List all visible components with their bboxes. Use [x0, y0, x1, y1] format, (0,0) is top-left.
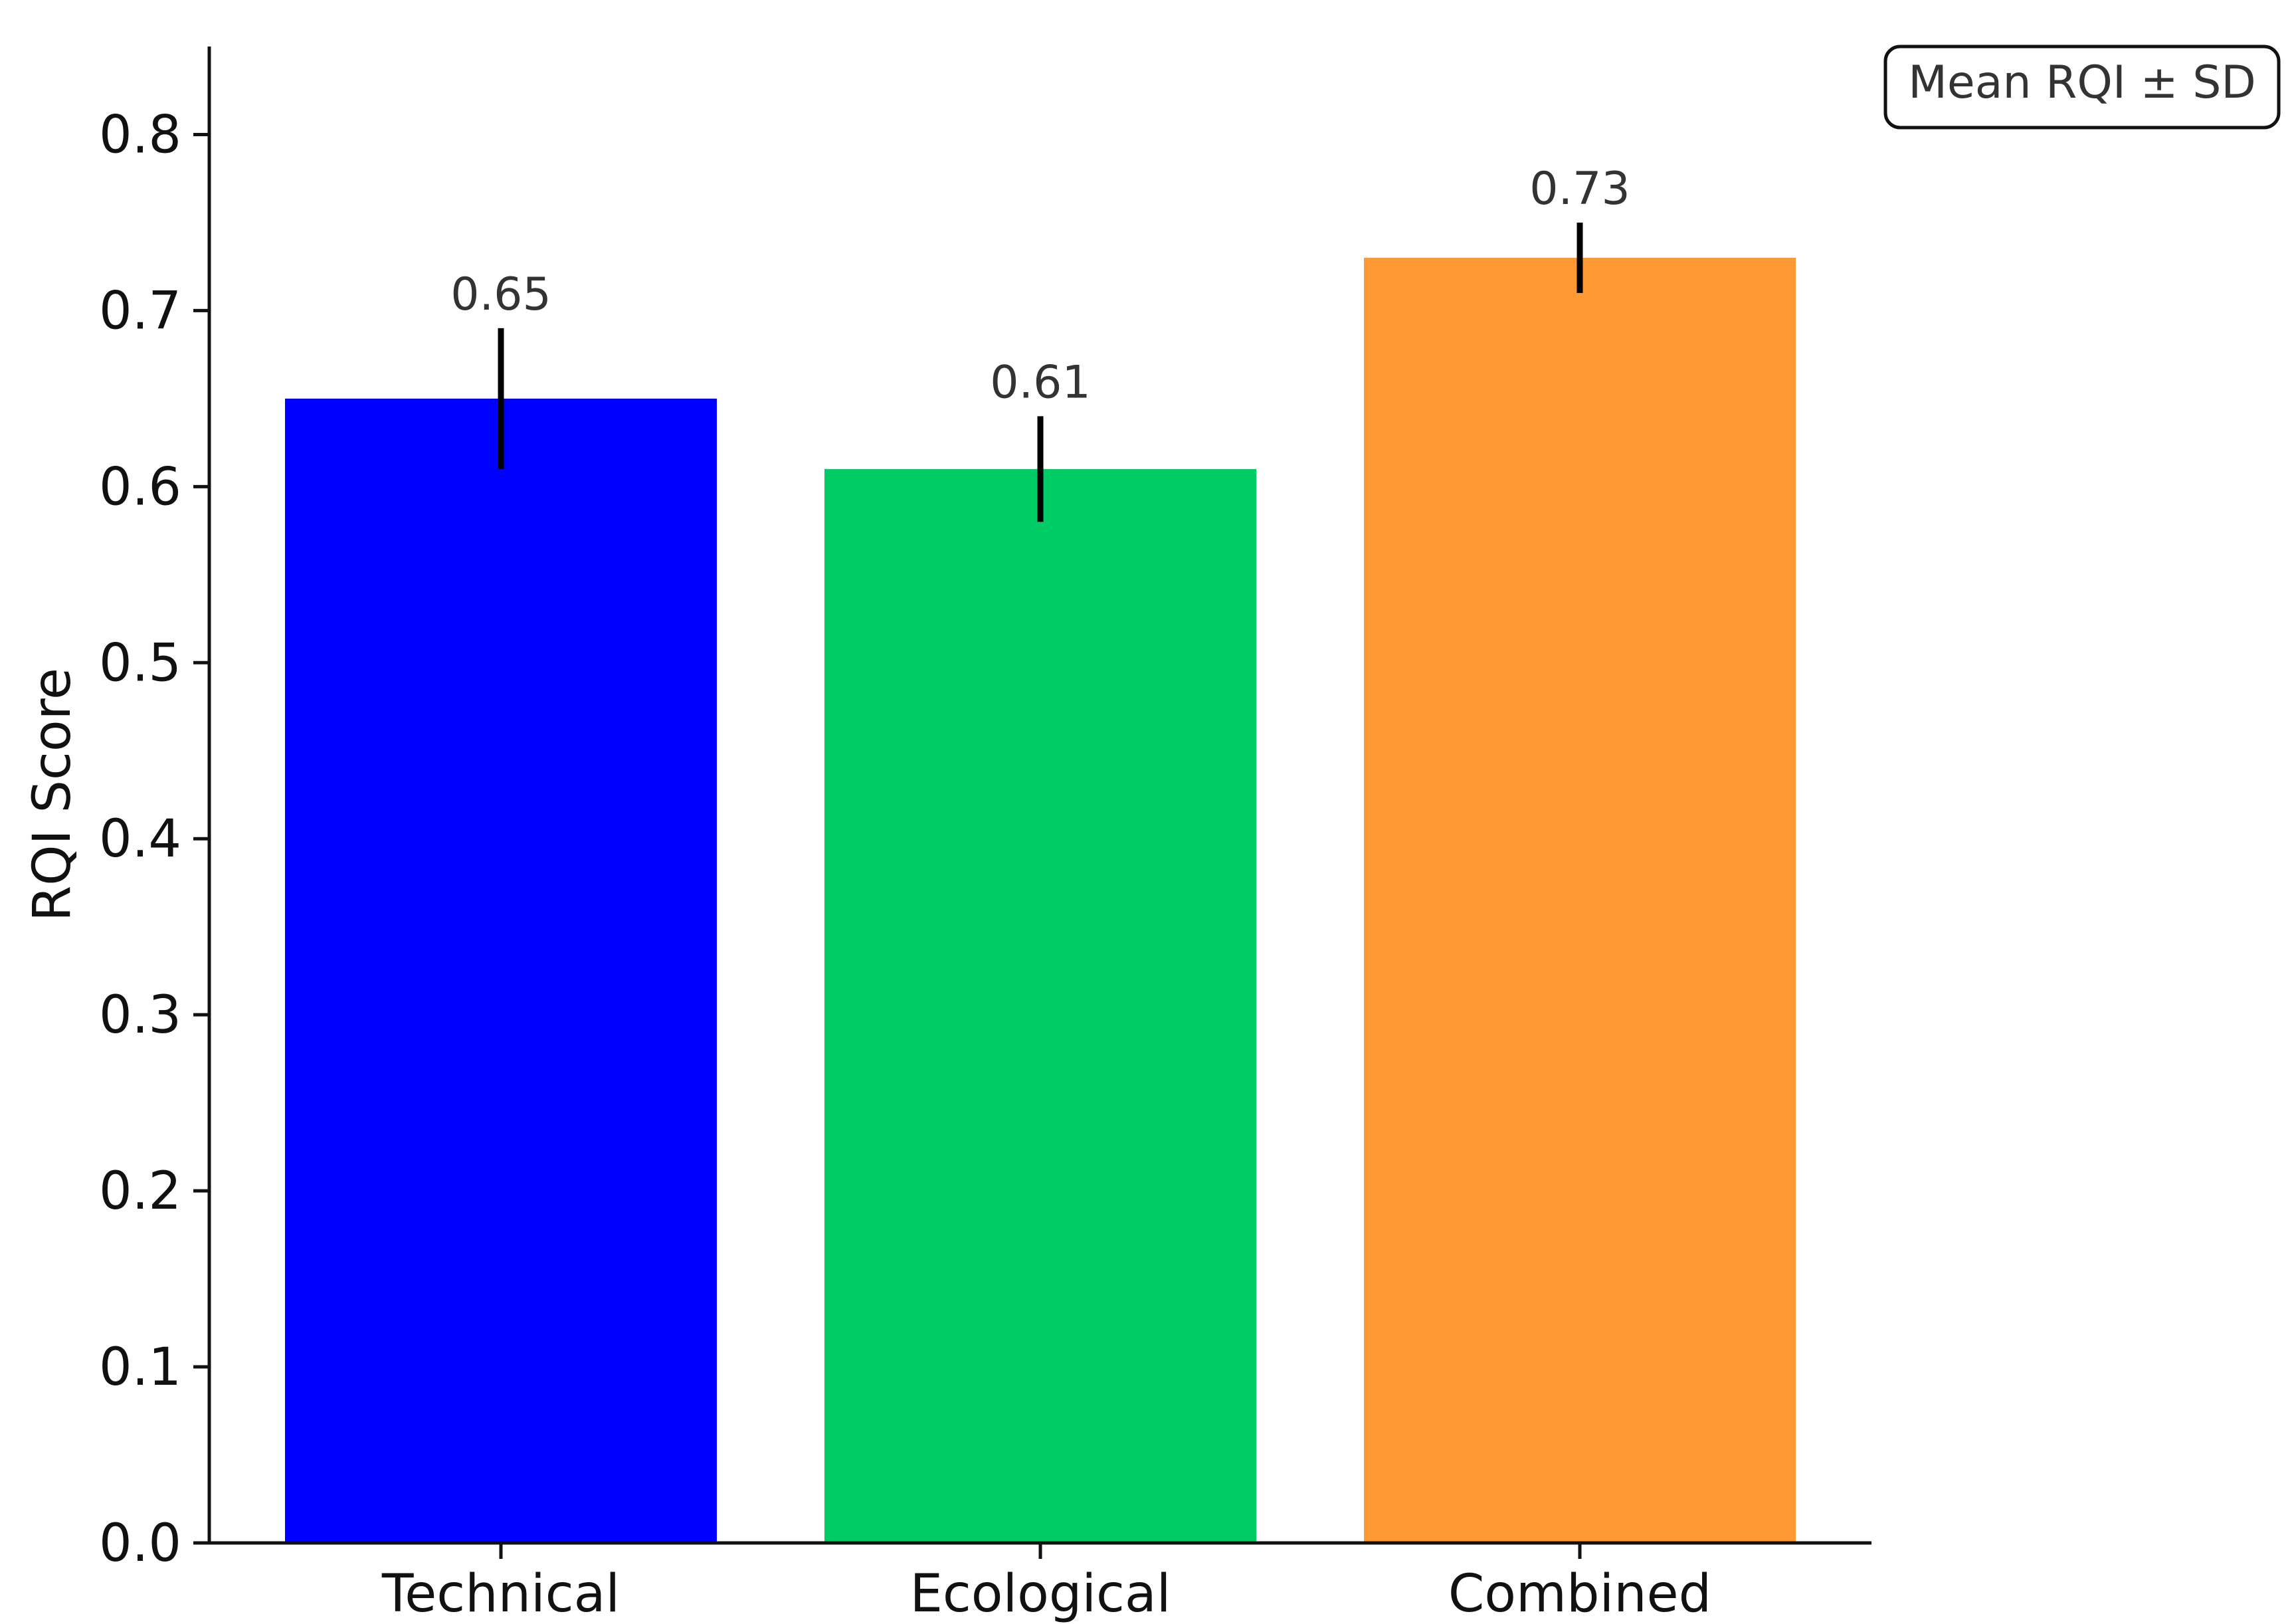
y-tick-label: 0.4	[99, 809, 181, 869]
y-axis-ticks: 0.0 0.1 0.2 0.3 0.4 0.5 0.6 0.7 0.8	[99, 105, 209, 1573]
legend-box	[1883, 45, 2281, 130]
y-tick-label: 0.5	[99, 633, 181, 693]
value-labels-group: 0.65 0.61 0.73	[450, 163, 1630, 409]
y-tick-label: 0.2	[99, 1162, 181, 1221]
y-tick-label: 0.1	[99, 1338, 181, 1397]
legend: Mean RQI ± SD	[1883, 45, 2281, 130]
x-tick-label-combined: Combined	[1448, 1564, 1711, 1624]
x-tick-label-technical: Technical	[381, 1564, 620, 1624]
y-axis-label: RQI Score	[23, 668, 82, 922]
legend-label: Mean RQI ± SD	[1908, 56, 2255, 109]
value-label-ecological: 0.61	[990, 356, 1090, 409]
y-tick-label: 0.3	[99, 985, 181, 1045]
y-tick-label: 0.8	[99, 105, 181, 165]
y-tick-label: 0.6	[99, 457, 181, 517]
bar-ecological	[824, 468, 1256, 1543]
bar-combined	[1364, 257, 1796, 1543]
y-tick-label: 0.7	[99, 281, 181, 341]
bar-technical	[285, 398, 717, 1543]
value-label-combined: 0.73	[1529, 163, 1630, 215]
bars-group	[285, 257, 1796, 1543]
value-label-technical: 0.65	[450, 268, 551, 321]
x-tick-label-ecological: Ecological	[910, 1564, 1171, 1624]
x-axis-ticks: Technical Ecological Combined	[381, 1543, 1711, 1624]
error-bars-group	[498, 222, 1583, 522]
y-tick-label: 0.0	[99, 1514, 181, 1573]
